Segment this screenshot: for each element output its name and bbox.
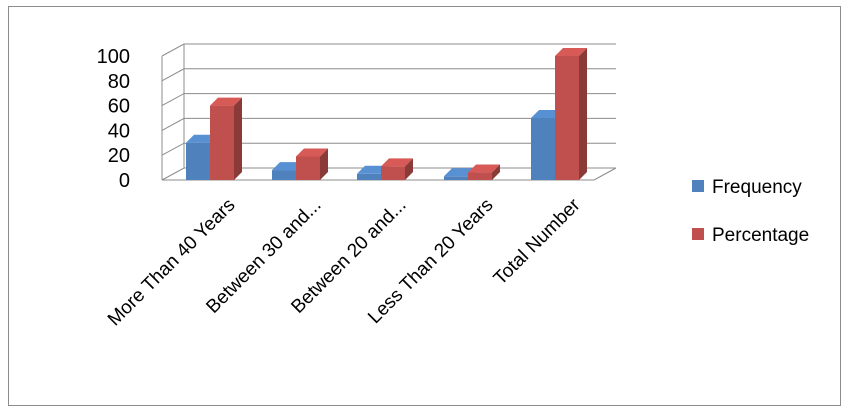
category-label: Total Number: [490, 194, 585, 289]
legend-swatch-percentage: [692, 228, 704, 240]
legend-label-frequency: Frequency: [712, 177, 802, 198]
gridline-100: [161, 43, 616, 57]
y-tick-label: 80: [108, 71, 130, 93]
y-tick-label: 40: [108, 120, 130, 142]
y-tick-label: 0: [119, 170, 130, 192]
y-tick-label: 100: [97, 46, 130, 68]
legend-swatch-frequency: [692, 180, 704, 192]
bar-percentage-0: [210, 97, 242, 180]
bar-percentage-2: [381, 158, 413, 180]
y-tick-label: 60: [108, 96, 130, 118]
bars: [186, 48, 587, 180]
chart-frame: [8, 6, 841, 406]
gridline-80: [161, 68, 616, 82]
legend-label-percentage: Percentage: [712, 225, 809, 246]
bar-percentage-3: [468, 164, 500, 180]
bar-percentage-4: [555, 48, 587, 180]
y-tick-label: 20: [108, 145, 130, 167]
bar-percentage-1: [296, 148, 328, 180]
legend: Frequency Percentage: [692, 177, 809, 246]
gridlines: [161, 43, 617, 181]
floor-right-edge: [593, 167, 617, 181]
